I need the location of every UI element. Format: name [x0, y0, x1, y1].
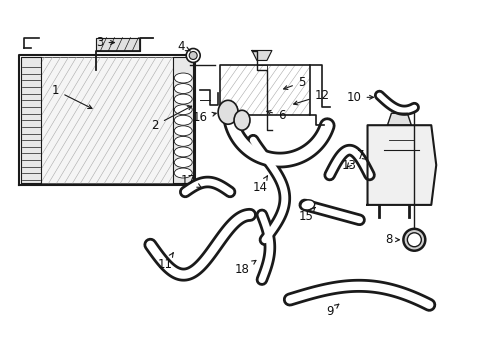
- Ellipse shape: [174, 168, 192, 178]
- Text: 1: 1: [52, 84, 92, 108]
- Ellipse shape: [174, 136, 192, 146]
- Text: 18: 18: [235, 260, 255, 276]
- Polygon shape: [19, 55, 195, 185]
- Ellipse shape: [174, 73, 192, 83]
- Polygon shape: [251, 50, 271, 60]
- Ellipse shape: [300, 200, 314, 210]
- Polygon shape: [386, 113, 410, 125]
- Text: 5: 5: [283, 76, 305, 89]
- Text: 6: 6: [266, 109, 285, 122]
- Text: 13: 13: [341, 158, 356, 172]
- Polygon shape: [367, 125, 435, 205]
- Polygon shape: [95, 37, 140, 50]
- Ellipse shape: [174, 157, 192, 167]
- Text: 4: 4: [177, 40, 190, 53]
- Text: 8: 8: [384, 233, 399, 246]
- Text: 7: 7: [356, 149, 366, 162]
- Ellipse shape: [403, 229, 425, 251]
- Polygon shape: [173, 58, 193, 183]
- Polygon shape: [220, 66, 309, 115]
- Ellipse shape: [174, 94, 192, 104]
- Text: 12: 12: [293, 89, 329, 105]
- Ellipse shape: [174, 147, 192, 157]
- Text: 2: 2: [151, 106, 191, 132]
- Polygon shape: [41, 58, 173, 183]
- Text: 9: 9: [325, 304, 338, 318]
- Text: 14: 14: [252, 176, 267, 194]
- Polygon shape: [21, 58, 41, 183]
- Ellipse shape: [174, 115, 192, 125]
- Text: 11: 11: [158, 253, 173, 271]
- Text: 3: 3: [96, 36, 114, 49]
- Ellipse shape: [189, 51, 197, 59]
- Ellipse shape: [174, 126, 192, 136]
- Ellipse shape: [186, 49, 200, 62]
- Ellipse shape: [174, 84, 192, 94]
- Ellipse shape: [174, 105, 192, 114]
- Text: 15: 15: [298, 207, 315, 223]
- Ellipse shape: [407, 233, 421, 247]
- Text: 17: 17: [180, 174, 201, 188]
- Text: 16: 16: [193, 111, 216, 124]
- Ellipse shape: [218, 100, 238, 124]
- Ellipse shape: [234, 110, 249, 130]
- Text: 10: 10: [346, 91, 373, 104]
